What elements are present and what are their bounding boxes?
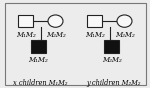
Text: M₂M₂: M₂M₂ xyxy=(46,31,65,39)
Text: M₁M₂: M₁M₂ xyxy=(85,31,104,39)
Text: M₁M₂: M₁M₂ xyxy=(28,56,48,64)
Text: x children M₁M₂: x children M₁M₂ xyxy=(13,79,68,87)
Ellipse shape xyxy=(48,15,63,27)
Text: M₂M₂: M₂M₂ xyxy=(115,31,134,39)
Ellipse shape xyxy=(117,15,132,27)
Text: y children M₂M₂: y children M₂M₂ xyxy=(86,79,141,87)
Text: M₂M₂: M₂M₂ xyxy=(102,56,122,64)
Bar xyxy=(18,15,33,27)
FancyBboxPatch shape xyxy=(4,3,146,85)
Bar xyxy=(31,40,46,53)
Text: M₁M₂: M₁M₂ xyxy=(16,31,35,39)
Bar xyxy=(104,40,119,53)
Bar xyxy=(87,15,102,27)
